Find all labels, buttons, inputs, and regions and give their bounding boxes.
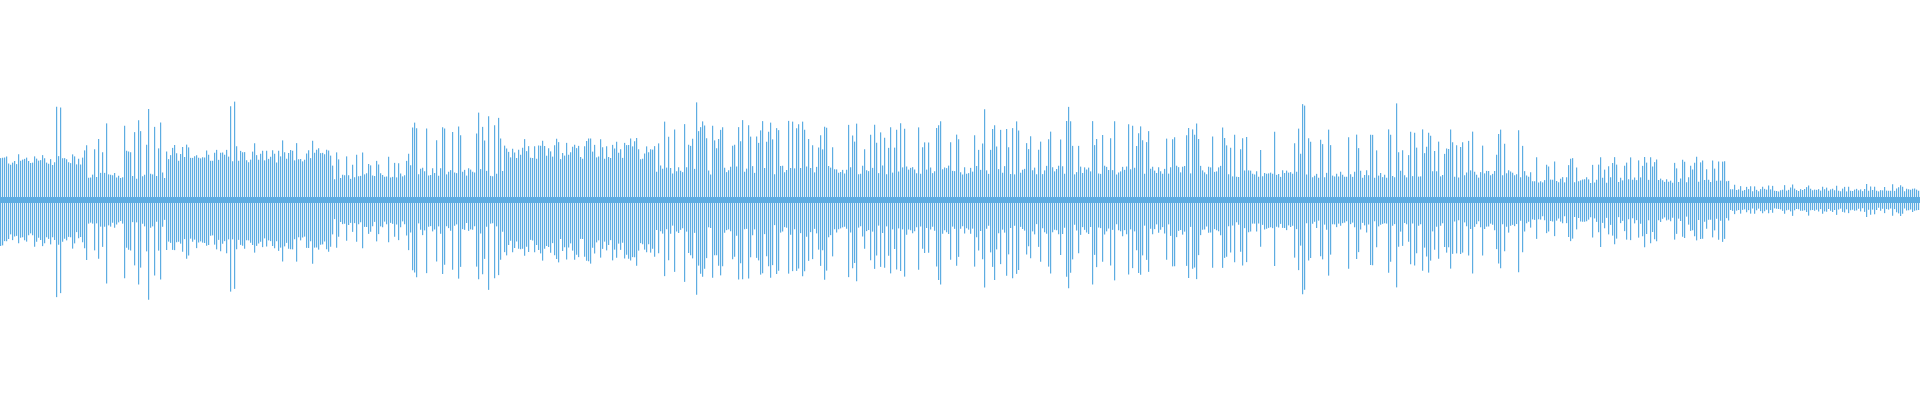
- waveform-center-band: [0, 197, 1920, 203]
